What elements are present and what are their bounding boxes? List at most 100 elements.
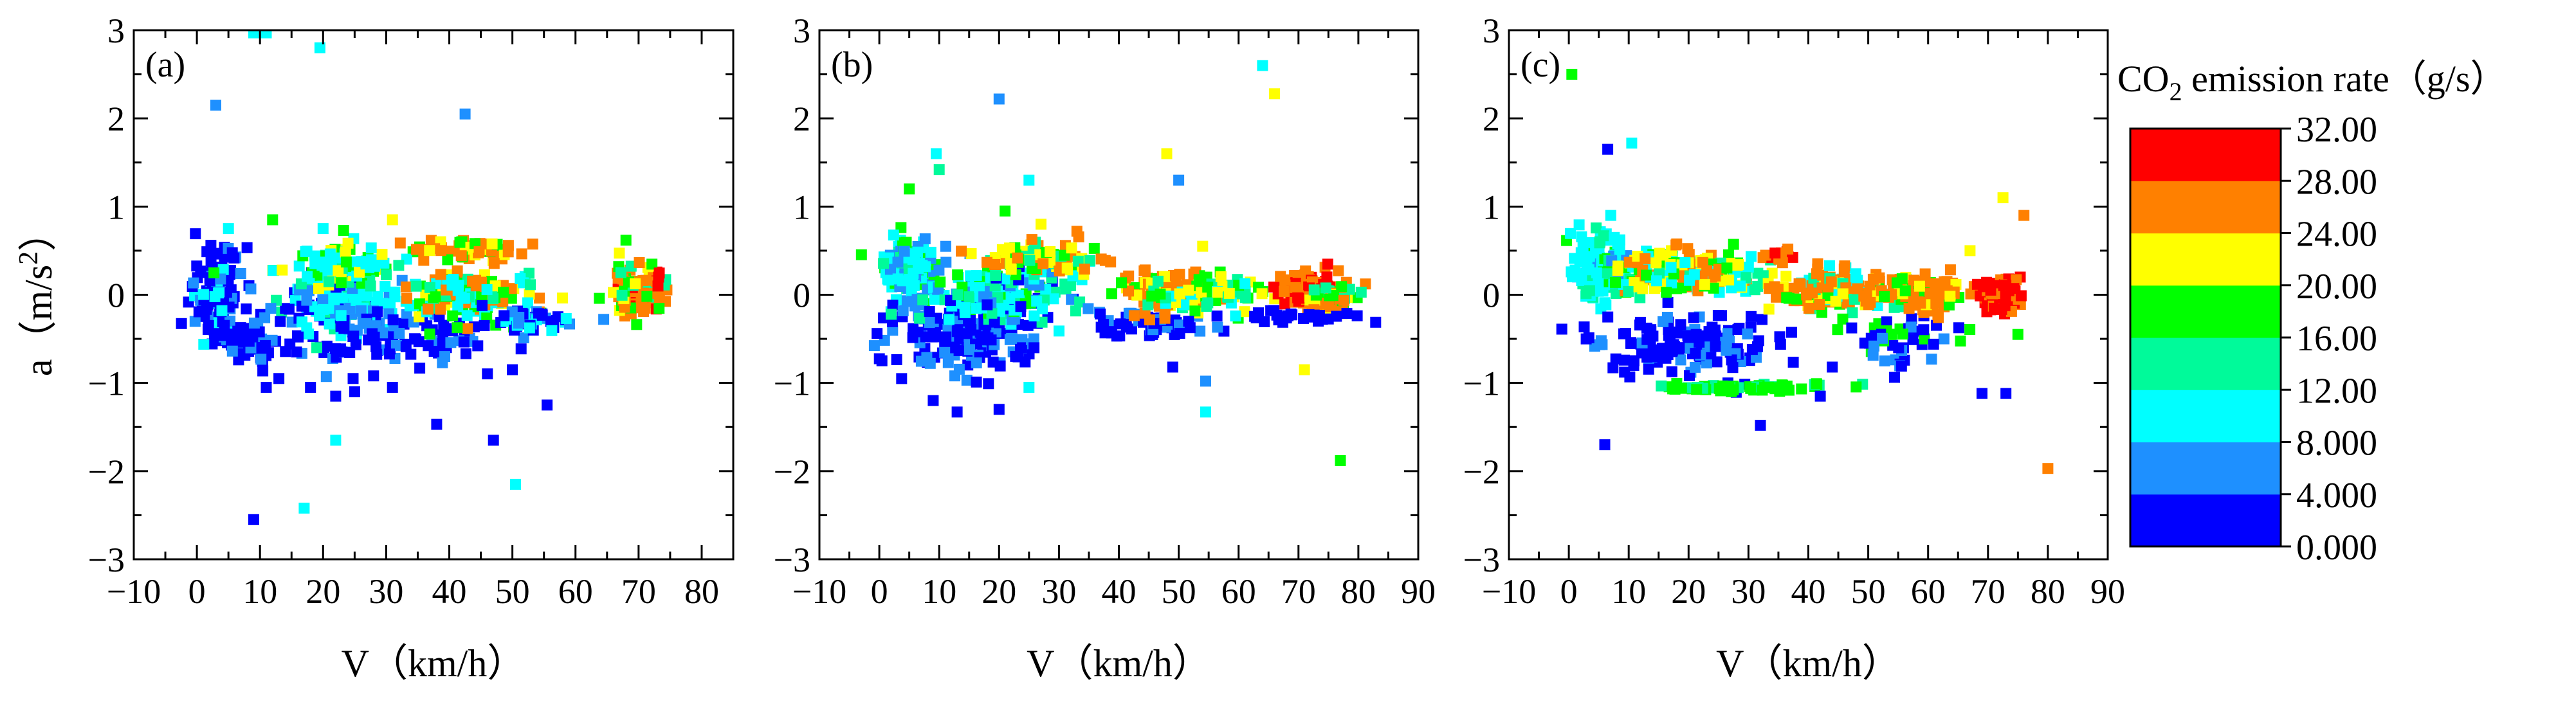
data-point bbox=[1031, 295, 1043, 307]
data-point bbox=[1619, 354, 1630, 366]
data-point bbox=[1807, 287, 1818, 299]
colorbar-swatch bbox=[2130, 390, 2281, 443]
data-point bbox=[1944, 291, 1956, 302]
y-tick-label: 0 bbox=[1483, 276, 1500, 315]
data-point bbox=[634, 257, 645, 268]
data-point bbox=[329, 252, 341, 264]
data-point bbox=[952, 269, 964, 281]
data-point bbox=[986, 307, 998, 319]
y-tick-label: 2 bbox=[107, 100, 125, 138]
data-point bbox=[437, 357, 448, 368]
x-tick-label: 40 bbox=[1102, 572, 1137, 611]
data-point bbox=[431, 419, 443, 430]
data-point bbox=[1666, 366, 1677, 377]
data-point bbox=[1886, 328, 1897, 340]
data-point bbox=[1634, 320, 1645, 331]
data-point bbox=[1202, 297, 1214, 309]
y-tick-label: 3 bbox=[1483, 12, 1500, 50]
data-point bbox=[365, 242, 377, 254]
data-point bbox=[1905, 321, 1917, 333]
data-point bbox=[1656, 380, 1667, 392]
x-tick-label: 60 bbox=[1911, 572, 1946, 611]
data-point bbox=[1200, 406, 1211, 418]
data-point bbox=[546, 325, 558, 336]
x-tick-label: 80 bbox=[684, 572, 719, 611]
data-point bbox=[887, 300, 899, 311]
data-point bbox=[1732, 324, 1744, 336]
data-point bbox=[424, 245, 435, 256]
data-point bbox=[515, 343, 527, 355]
data-point bbox=[524, 267, 534, 279]
data-point bbox=[283, 303, 295, 315]
data-point bbox=[872, 328, 883, 339]
data-point bbox=[1661, 287, 1672, 298]
x-tick-label: 0 bbox=[188, 572, 206, 611]
data-point bbox=[208, 267, 220, 278]
data-point bbox=[896, 373, 908, 384]
data-point bbox=[371, 348, 383, 360]
data-point bbox=[1704, 328, 1715, 339]
data-point bbox=[1955, 336, 1966, 346]
data-point bbox=[1897, 328, 1908, 340]
data-point bbox=[387, 314, 399, 326]
data-point bbox=[1825, 276, 1837, 287]
data-point bbox=[1766, 267, 1778, 279]
y-tick-label: −2 bbox=[1463, 453, 1500, 491]
data-point bbox=[1964, 245, 1976, 256]
data-point bbox=[1152, 275, 1164, 287]
y-tick-label: 2 bbox=[793, 100, 810, 138]
data-point bbox=[892, 273, 904, 285]
data-point bbox=[1953, 322, 1964, 334]
data-point bbox=[1023, 174, 1035, 186]
data-point bbox=[1566, 69, 1578, 80]
data-point bbox=[1230, 310, 1241, 321]
panel-label: (a) bbox=[145, 45, 185, 85]
data-point bbox=[525, 279, 536, 291]
data-point bbox=[393, 260, 405, 271]
data-point bbox=[952, 289, 964, 301]
data-point bbox=[502, 246, 514, 258]
data-point bbox=[488, 435, 499, 446]
data-point bbox=[1321, 271, 1333, 283]
data-point bbox=[1832, 324, 1843, 336]
data-point bbox=[1671, 239, 1683, 249]
data-point bbox=[445, 337, 457, 348]
data-point bbox=[1607, 362, 1619, 374]
data-point bbox=[516, 248, 527, 260]
data-point bbox=[248, 318, 260, 329]
data-point bbox=[351, 294, 362, 306]
data-point bbox=[1758, 381, 1770, 393]
data-point bbox=[303, 328, 315, 340]
data-point bbox=[1628, 360, 1640, 371]
data-point bbox=[1146, 291, 1158, 302]
data-point bbox=[1690, 328, 1702, 340]
data-point bbox=[1663, 330, 1674, 341]
x-tick-label: 10 bbox=[1611, 572, 1646, 611]
data-point bbox=[390, 339, 402, 351]
data-point bbox=[342, 237, 354, 249]
data-point bbox=[1037, 258, 1049, 269]
data-point bbox=[1722, 249, 1734, 260]
data-point bbox=[1131, 289, 1143, 301]
x-tick-label: 40 bbox=[432, 572, 467, 611]
data-point bbox=[189, 316, 201, 327]
data-point bbox=[1647, 351, 1658, 363]
data-point bbox=[425, 235, 437, 246]
data-point bbox=[1679, 256, 1691, 268]
data-point bbox=[330, 390, 342, 402]
data-point bbox=[376, 249, 388, 260]
data-point bbox=[369, 331, 380, 343]
x-tick-label: 60 bbox=[558, 572, 593, 611]
data-point bbox=[356, 256, 367, 267]
x-tick-label: 70 bbox=[1281, 572, 1316, 611]
data-point bbox=[653, 303, 665, 314]
data-point bbox=[1066, 242, 1077, 254]
data-point bbox=[424, 282, 435, 293]
data-point bbox=[1926, 354, 1937, 365]
colorbar-swatch bbox=[2130, 338, 2281, 390]
data-point bbox=[1005, 264, 1017, 275]
data-point bbox=[293, 260, 305, 272]
data-point bbox=[1000, 205, 1011, 217]
data-point bbox=[1623, 256, 1635, 268]
data-point bbox=[1010, 350, 1021, 362]
